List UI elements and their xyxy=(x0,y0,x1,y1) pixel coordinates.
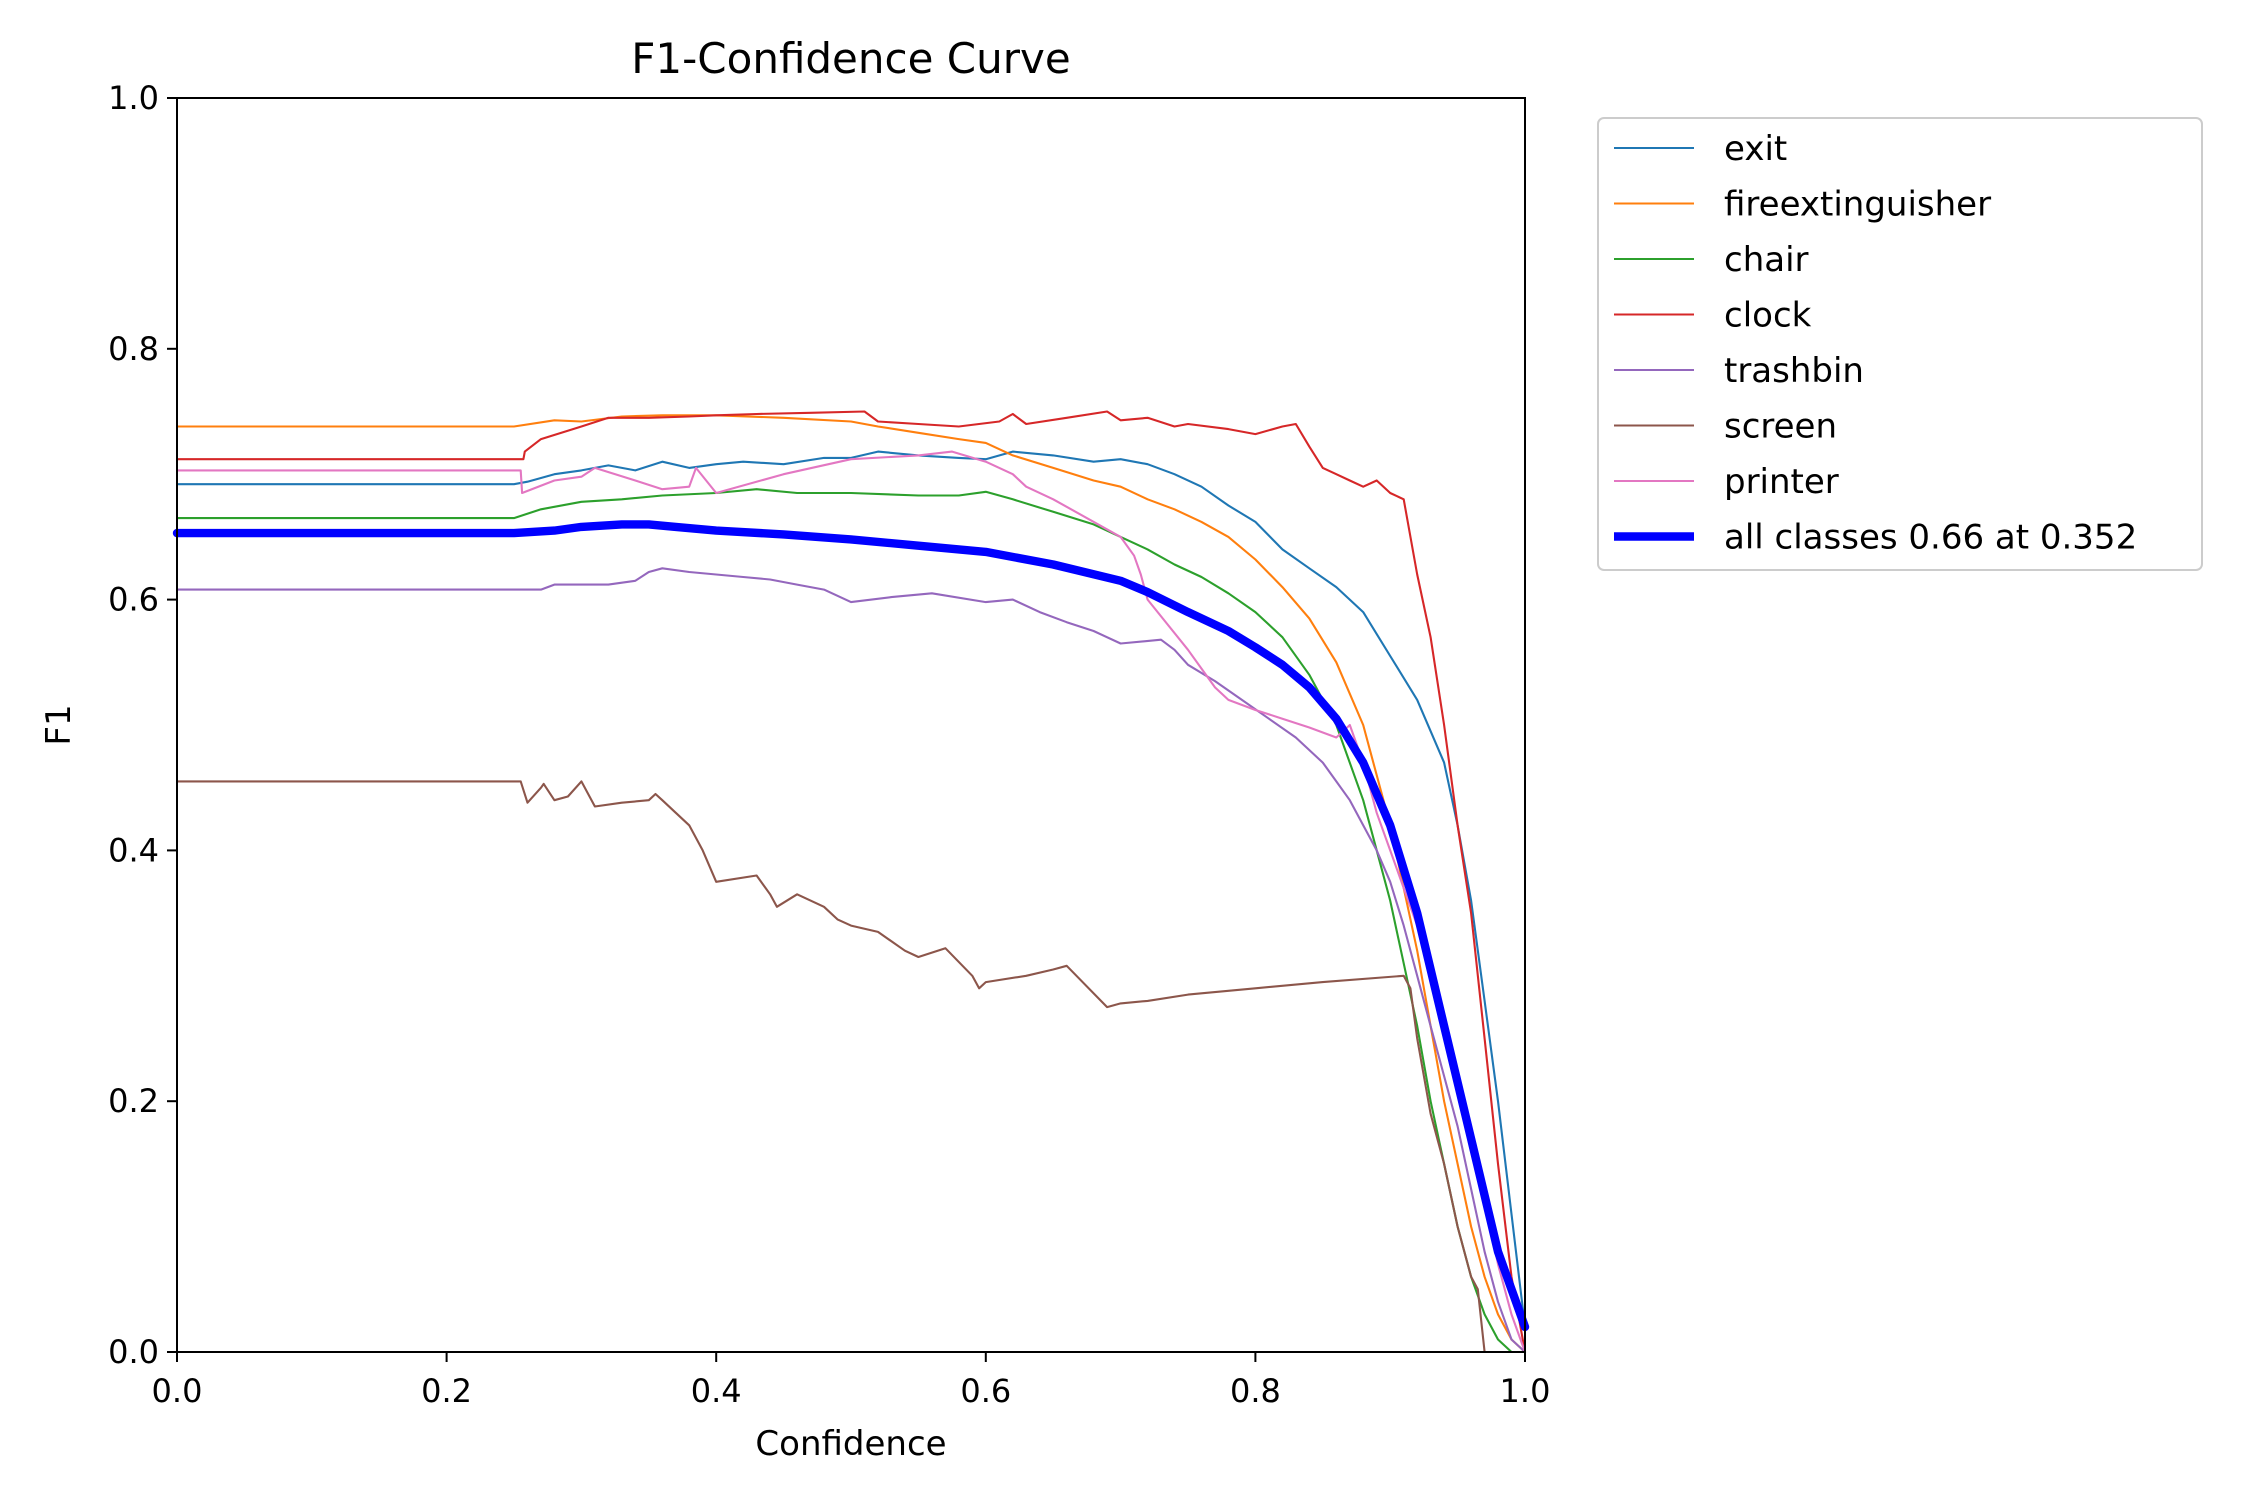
x-axis-ticks: 0.0 0.2 0.4 0.6 0.8 1.0 xyxy=(152,1352,1551,1410)
x-tick-label: 0.0 xyxy=(152,1372,203,1410)
x-tick-label: 0.4 xyxy=(691,1372,742,1410)
series-layer xyxy=(172,410,1530,1354)
y-tick-label: 0.8 xyxy=(108,330,159,368)
legend-label: fireextinguisher xyxy=(1724,185,1991,225)
y-axis-label: F1 xyxy=(39,704,79,745)
legend-box xyxy=(1597,117,2203,571)
x-tick-label: 0.2 xyxy=(421,1372,472,1410)
series-line-all xyxy=(172,520,1530,1332)
y-tick-label: 0.0 xyxy=(108,1333,159,1371)
series-line-exit xyxy=(175,450,1527,1328)
legend-label: printer xyxy=(1724,462,1839,502)
series-line-screen xyxy=(175,780,1527,1354)
series-line-chair xyxy=(175,488,1527,1354)
series-line-trashbin xyxy=(175,567,1527,1354)
legend-entries: exit fireextinguisher chair clock trashbin sc… xyxy=(1614,129,2137,558)
y-tick-label: 0.6 xyxy=(108,581,159,619)
chart-title: F1-Confidence Curve xyxy=(631,34,1070,83)
legend-label: all classes 0.66 at 0.352 xyxy=(1724,518,2137,558)
series-line-printer xyxy=(175,450,1527,1354)
plot-frame xyxy=(176,97,1526,1353)
x-tick-label: 1.0 xyxy=(1500,1372,1551,1410)
legend-label: trashbin xyxy=(1724,351,1864,391)
plot-area xyxy=(172,97,1530,1354)
x-tick-label: 0.6 xyxy=(960,1372,1011,1410)
legend-label: exit xyxy=(1724,129,1787,169)
series-line-fireextinguisher xyxy=(175,414,1527,1354)
y-tick-label: 1.0 xyxy=(108,79,159,117)
y-tick-label: 0.2 xyxy=(108,1082,159,1120)
y-axis-ticks: 0.0 0.2 0.4 0.6 0.8 1.0 xyxy=(108,79,177,1371)
legend-label: screen xyxy=(1724,407,1837,447)
x-tick-label: 0.8 xyxy=(1230,1372,1281,1410)
legend: exit fireextinguisher chair clock trashbin sc… xyxy=(1597,117,2203,571)
y-tick-label: 0.4 xyxy=(108,831,159,869)
series-line-clock xyxy=(175,410,1527,1354)
legend-label: clock xyxy=(1724,296,1812,336)
legend-label: chair xyxy=(1724,240,1809,280)
x-axis-label: Confidence xyxy=(755,1424,946,1464)
